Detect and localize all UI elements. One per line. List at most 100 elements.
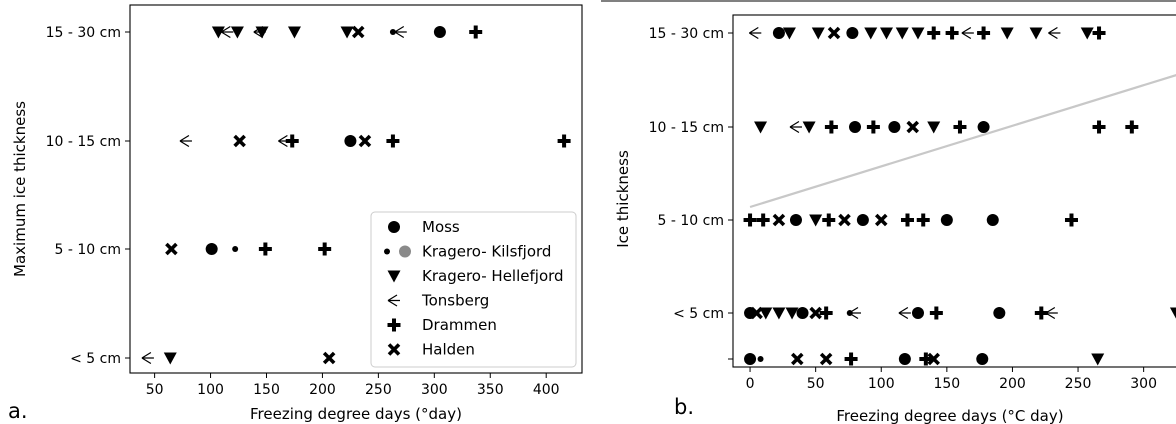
triangle-down-marker — [211, 26, 225, 39]
plus-marker — [866, 120, 880, 134]
plus-marker — [1092, 120, 1106, 134]
triangle-down-marker — [895, 27, 909, 40]
circle-marker — [846, 27, 859, 39]
plus-marker — [1125, 120, 1139, 134]
tri-left-marker — [898, 306, 911, 320]
tri-left-marker — [961, 26, 974, 40]
circle-marker — [993, 307, 1006, 319]
legend-entry-label: Moss — [422, 218, 460, 236]
x-marker — [874, 213, 888, 227]
legend-x-marker — [387, 343, 401, 356]
triangle-down-marker — [879, 27, 893, 40]
x-marker — [358, 134, 372, 148]
panel-a-y-axis-label: Maximum ice thickness — [11, 101, 29, 277]
small-circle-marker — [389, 29, 396, 35]
plus-marker — [844, 352, 858, 366]
triangle-down-marker — [864, 27, 878, 40]
tri-left-marker — [141, 351, 154, 365]
plus-marker — [285, 134, 299, 148]
x-marker — [351, 25, 365, 39]
triangle-down-marker — [759, 307, 773, 320]
panel-a-y-tick-label: 5 - 10 cm — [55, 242, 121, 258]
triangle-down-marker — [782, 27, 796, 40]
panel-a-x-tick-label: 50 — [146, 382, 164, 398]
small-circle-marker — [757, 356, 764, 362]
x-marker — [809, 306, 822, 320]
circle-marker — [940, 214, 953, 226]
triangle-down-marker — [1080, 27, 1094, 40]
panel-a-x-tick-label: 250 — [365, 382, 392, 398]
plus-marker — [743, 213, 757, 227]
x-marker — [750, 306, 763, 320]
triangle-down-marker — [754, 121, 768, 134]
plus-marker — [919, 352, 933, 366]
triangle-down-marker — [1091, 353, 1105, 366]
legend-triangle-down-marker — [387, 270, 401, 283]
x-marker — [906, 120, 920, 134]
triangle-down-marker — [809, 214, 823, 227]
circle-marker — [796, 307, 809, 319]
panel-a-y-tick-label: 15 - 30 cm — [46, 25, 121, 41]
legend-box — [370, 211, 577, 368]
circle-marker — [986, 214, 999, 226]
plus-marker — [469, 25, 483, 39]
triangle-down-marker — [287, 26, 301, 39]
panel-b-data-points — [743, 26, 1176, 366]
plus-marker — [900, 213, 914, 227]
small-circle-marker — [232, 246, 239, 252]
tri-left-marker — [221, 25, 234, 39]
plus-marker — [953, 120, 967, 134]
legend-entry-label: Drammen — [422, 316, 497, 334]
circle-marker — [789, 214, 802, 226]
panel-b-scatter-chart: 0 50 100 150 200 250 300 < 5 cm 5 - 10 cm 10 - 1… — [601, 0, 1176, 424]
plus-marker — [557, 134, 571, 148]
legend-entry-label: Kragero- Kilsfjord — [422, 243, 551, 261]
panel-a-y-tick-label: 10 - 15 cm — [46, 134, 121, 150]
x-marker — [927, 352, 941, 366]
panel-b-x-tick-label: 250 — [1065, 376, 1092, 392]
panel-a-y-tick-label: < 5 cm — [70, 351, 121, 367]
plus-marker — [1034, 306, 1048, 320]
x-marker — [819, 352, 833, 366]
panel-a-y-axis: < 5 cm 5 - 10 cm 10 - 15 cm 15 - 30 cm — [46, 25, 130, 367]
panel-b-label: b. — [674, 395, 694, 419]
tri-left-marker — [179, 134, 192, 148]
plus-marker — [945, 26, 959, 40]
triangle-down-marker — [911, 27, 925, 40]
triangle-down-marker — [785, 307, 799, 320]
panel-a-x-tick-label: 150 — [253, 382, 280, 398]
circle-marker — [888, 121, 901, 133]
circle-marker — [744, 353, 757, 365]
plus-marker — [822, 213, 836, 227]
tri-left-marker — [1045, 306, 1058, 320]
panel-b-x-tick-label: 100 — [868, 376, 895, 392]
plus-marker — [927, 26, 941, 40]
triangle-down-marker — [230, 26, 244, 39]
panel-b-x-tick-label: 0 — [746, 376, 755, 392]
panel-b-y-tick-label: 10 - 15 cm — [649, 120, 724, 136]
legend-entry-label: Halden — [422, 341, 475, 359]
plus-marker — [756, 213, 770, 227]
x-marker — [233, 134, 246, 148]
x-marker — [838, 213, 851, 227]
panel-a-legend: Moss Kragero- Kilsfjord Kragero- Hellefjor… — [370, 211, 577, 368]
legend-entry-label: Tonsberg — [421, 292, 489, 310]
panel-b-y-tick-label: 5 - 10 cm — [658, 213, 724, 229]
x-marker — [827, 26, 841, 40]
circle-marker — [205, 243, 218, 255]
circle-marker — [977, 121, 990, 133]
circle-marker — [911, 307, 924, 319]
panel-b-y-tick-label: 15 - 30 cm — [649, 26, 724, 42]
legend-small-circle-marker — [384, 248, 390, 255]
panel-b-x-axis: 0 50 100 150 200 250 300 — [746, 367, 1157, 392]
circle-marker — [433, 26, 446, 38]
panel-a-x-tick-label: 200 — [309, 382, 336, 398]
panel-a-label: a. — [8, 399, 28, 423]
triangle-down-marker — [802, 121, 816, 134]
plus-marker — [258, 242, 272, 256]
triangle-down-marker — [1029, 27, 1043, 40]
circle-marker — [976, 353, 989, 365]
legend-entry-label: Kragero- Hellefjord — [422, 267, 564, 285]
panel-b-trend-line — [749, 74, 1176, 209]
